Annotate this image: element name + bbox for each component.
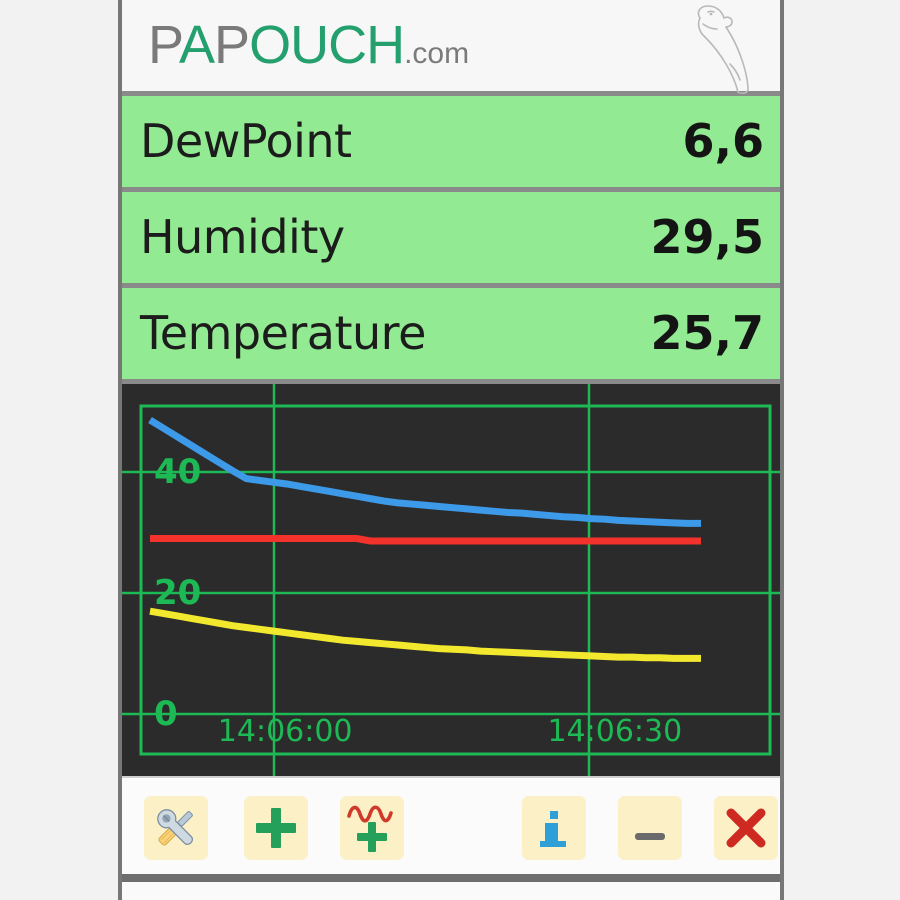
- sensor-trend-chart: 0 20 40 14:06:00 14:06:30: [122, 384, 780, 776]
- plus-icon: [256, 808, 296, 848]
- reading-value: 6,6: [682, 113, 765, 168]
- tools-icon: [157, 809, 194, 846]
- reading-label: Humidity: [140, 209, 345, 264]
- readings-list: DewPoint 6,6 Humidity 29,5 Temperature 2…: [122, 96, 780, 384]
- chart-series-temperature: [150, 535, 701, 545]
- minimize-icon: [635, 833, 665, 840]
- logo-letter-p1: P: [148, 15, 180, 75]
- info-icon: [540, 811, 566, 847]
- parrot-logo-icon: [697, 5, 749, 95]
- logo-letters-ouch: OUCH: [249, 15, 405, 75]
- reading-row-humidity[interactable]: Humidity 29,5: [122, 192, 780, 288]
- chart-xtick-label: 14:06:30: [547, 714, 682, 749]
- chart-xtick-label: 14:06:00: [218, 714, 353, 749]
- logo-letter-a: A: [179, 15, 215, 75]
- chart-ytick-label: 40: [154, 452, 201, 492]
- reading-value: 29,5: [650, 209, 765, 264]
- chart-panel[interactable]: 0 20 40 14:06:00 14:06:30: [122, 384, 780, 776]
- application-window: PAPOUCH.com DewPoint 6,6 Humidity 29: [118, 0, 784, 900]
- chart-plot-frame: [139, 404, 772, 756]
- logo-letter-p2: P: [214, 15, 250, 75]
- close-button[interactable]: [714, 796, 778, 860]
- toolbar: [122, 776, 780, 882]
- chart-series-humidity: [148, 416, 701, 527]
- papouch-logo: PAPOUCH.com: [148, 14, 469, 76]
- reading-label: DewPoint: [140, 113, 352, 168]
- add-graph-button[interactable]: [340, 796, 404, 860]
- reading-row-dewpoint[interactable]: DewPoint 6,6: [122, 96, 780, 192]
- reading-label: Temperature: [140, 305, 426, 360]
- chart-background: [122, 384, 780, 776]
- reading-value: 25,7: [650, 305, 765, 360]
- logo-dotcom: .com: [404, 37, 470, 70]
- close-icon: [726, 808, 766, 848]
- minimize-button[interactable]: [618, 796, 682, 860]
- add-graph-icon: [347, 805, 393, 852]
- chart-series-dewpoint: [149, 607, 701, 662]
- info-button[interactable]: [522, 796, 586, 860]
- reading-row-temperature[interactable]: Temperature 25,7: [122, 288, 780, 384]
- header-bar: PAPOUCH.com: [122, 0, 780, 96]
- settings-button[interactable]: [144, 796, 208, 860]
- chart-ytick-label: 20: [154, 573, 201, 613]
- chart-ytick-label: 0: [154, 694, 178, 734]
- add-button[interactable]: [244, 796, 308, 860]
